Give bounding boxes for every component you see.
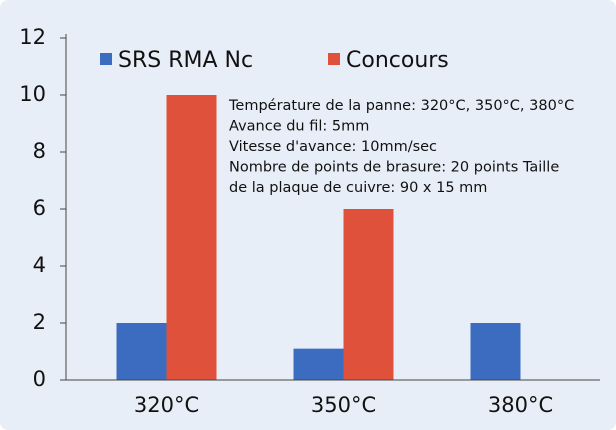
y-tick-label: 6 [33,196,46,220]
annotation: de la plaque de cuivre: 90 x 15 mm [229,180,487,196]
legend-swatch [100,53,112,65]
bar [166,95,217,380]
bar [470,323,521,380]
legend-label: SRS RMA Nc [118,48,253,73]
annotation: Nombre de points de brasure: 20 points T… [229,160,559,176]
bar [293,348,344,380]
y-tick-label: 0 [33,367,46,391]
annotation: Vitesse d'avance: 10mm/sec [229,139,437,155]
annotation: Température de la panne: 320°C, 350°C, 3… [228,98,574,114]
bar [116,323,167,380]
y-tick-label: 10 [19,82,46,106]
x-tick-label: 380°C [488,393,553,417]
bar [343,209,394,380]
x-tick-label: 320°C [134,393,199,417]
legend-swatch [328,53,340,65]
y-tick-label: 2 [33,310,46,334]
legend-label: Concours [346,48,449,73]
y-tick-label: 4 [33,253,46,277]
x-tick-label: 350°C [311,393,376,417]
y-tick-label: 12 [19,25,46,49]
y-tick-label: 8 [33,139,46,163]
annotation: Avance du fil: 5mm [229,119,369,135]
